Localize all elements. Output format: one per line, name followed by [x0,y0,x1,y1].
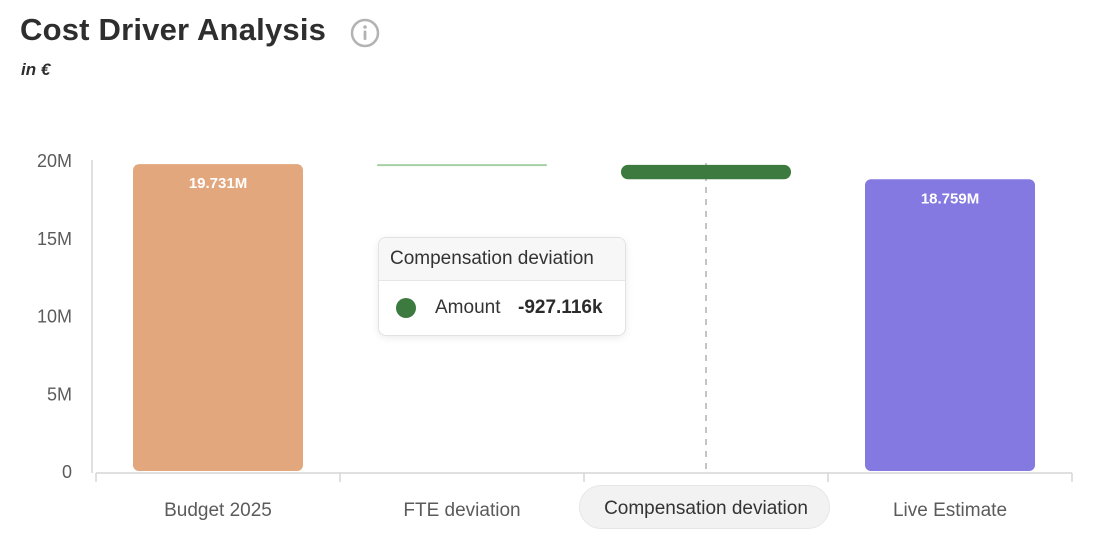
bar-budget-2025 [133,164,303,471]
bar-fte-deviation [377,164,547,167]
info-circle-icon[interactable] [350,18,380,48]
x-category-label: Compensation deviation [604,498,808,519]
bar-data-label: 19.731M [189,175,247,192]
bar-compensation-deviation [621,164,791,180]
tooltip-title: Compensation deviation [379,238,625,281]
x-category-label: FTE deviation [403,500,520,521]
tooltip-value: -927.116k [518,297,603,318]
y-tick-label: 20M [37,151,72,171]
hovered-category-highlight [579,485,830,529]
x-category-label: Budget 2025 [164,500,272,521]
y-tick-label: 15M [37,229,72,249]
bar-live-estimate [865,179,1035,471]
page-title: Cost Driver Analysis [20,12,327,47]
chart-tooltip: Compensation deviation Amount -927.116k [378,237,626,336]
tooltip-label: Amount [435,297,501,318]
y-tick-label: 10M [37,307,72,327]
y-tick-label: 0 [62,462,72,482]
x-category-label: Live Estimate [893,500,1007,521]
unit-subtitle: in € [21,60,51,79]
tooltip-series-marker [396,298,416,318]
y-tick-label: 5M [47,384,72,404]
tooltip-body: Amount -927.116k [379,281,625,335]
bar-data-label: 18.759M [921,190,979,207]
